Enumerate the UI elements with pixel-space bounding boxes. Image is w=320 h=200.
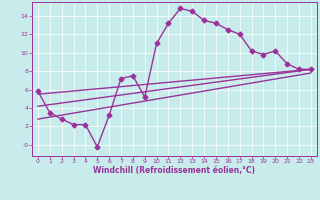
X-axis label: Windchill (Refroidissement éolien,°C): Windchill (Refroidissement éolien,°C): [93, 166, 255, 175]
